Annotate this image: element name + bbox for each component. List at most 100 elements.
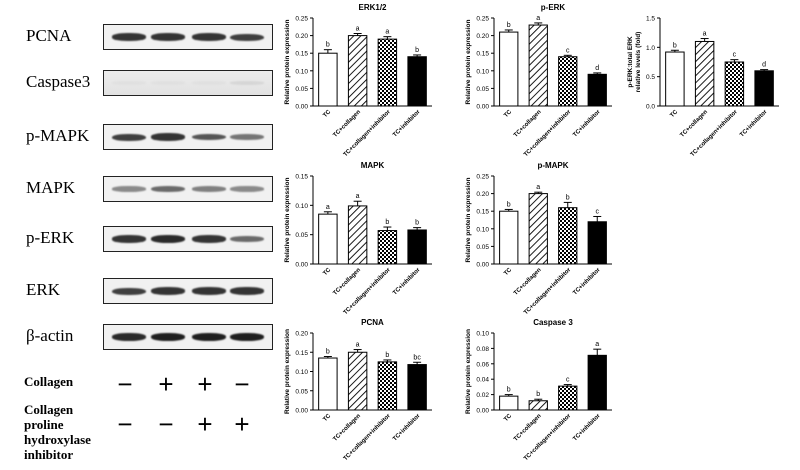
significance-letter: a	[356, 25, 360, 32]
y-tick-label: 0.10	[295, 203, 308, 210]
minus-sign: −	[234, 369, 250, 399]
chart-2: 0.0 0.5 1.0 1.5 p-ERK:total ERK relative leve…	[627, 16, 779, 158]
blot-image	[103, 70, 273, 96]
x-tick-label: TC	[322, 109, 332, 119]
chart-5: 0.00 0.05 0.10 0.15 0.20 PCNA Relative protein…	[284, 318, 432, 462]
x-tick-label: TC+collagen	[513, 413, 543, 443]
blot-image	[103, 176, 273, 202]
y-tick-label: 0.02	[476, 392, 489, 399]
bar	[347, 35, 368, 107]
condition-label-line: Collagen	[24, 374, 74, 389]
y-axis-label: relative levels (fold)	[635, 32, 642, 93]
significance-letter: a	[536, 184, 540, 191]
y-axis-label: Relative protein expression	[465, 20, 472, 105]
significance-letter: b	[326, 42, 330, 49]
x-tick-label: TC+collagen	[332, 267, 362, 297]
y-tick-label: 0.00	[295, 262, 308, 269]
bar	[407, 229, 427, 265]
y-tick-label: 0.10	[476, 226, 489, 233]
blot-band	[112, 81, 146, 85]
significance-letter: b	[507, 22, 511, 29]
chart-title: p-ERK	[541, 3, 566, 12]
condition-label-line: Collagen	[24, 402, 74, 417]
bar	[754, 70, 774, 107]
blot-band	[151, 333, 185, 341]
significance-letter: b	[507, 201, 511, 208]
y-tick-label: 0.10	[476, 331, 489, 338]
bar	[587, 354, 607, 411]
blot-band	[112, 186, 146, 192]
y-axis-label: Relative protein expression	[284, 329, 291, 414]
bar	[318, 52, 338, 107]
blot-image	[103, 278, 273, 304]
blot-band	[230, 236, 264, 242]
significance-letter: b	[673, 42, 677, 49]
x-tick-label: TC	[669, 109, 679, 119]
chart-title: MAPK	[361, 161, 385, 170]
y-tick-label: 0.0	[646, 104, 655, 111]
y-tick-label: 0.00	[476, 262, 489, 269]
x-tick-label: TC+collagen	[332, 413, 362, 443]
bar	[558, 56, 578, 107]
significance-letter: a	[595, 341, 599, 348]
blot-label: PCNA	[26, 26, 72, 45]
significance-letter: b	[536, 391, 540, 398]
significance-letter: a	[326, 204, 330, 211]
x-tick-label: TC+inhibitor	[392, 413, 422, 443]
y-tick-label: 0.00	[476, 104, 489, 111]
blot-band	[192, 235, 226, 243]
plus-sign: +	[197, 369, 213, 399]
blot-band	[151, 33, 185, 41]
y-tick-label: 0.10	[476, 68, 489, 75]
significance-letter: a	[703, 31, 707, 38]
blot-band	[192, 33, 226, 41]
significance-letter: a	[356, 193, 360, 200]
bar	[499, 31, 519, 107]
bar	[347, 205, 368, 265]
bar	[407, 364, 427, 411]
y-axis-label: Relative protein expression	[284, 20, 291, 105]
x-tick-label: TC+collagen	[513, 109, 543, 139]
blot-band	[230, 81, 264, 85]
y-tick-label: 1.0	[646, 45, 655, 52]
bar	[347, 351, 368, 411]
bar	[587, 73, 607, 107]
blot-band	[192, 81, 226, 85]
y-tick-label: 0.05	[476, 86, 489, 93]
y-tick-label: 0.00	[295, 104, 308, 111]
plus-sign: +	[197, 409, 213, 439]
x-tick-label: TC+inhibitor	[572, 413, 602, 443]
significance-letter: c	[566, 377, 570, 384]
blot-band	[230, 333, 264, 341]
blot-band	[112, 133, 146, 141]
plus-sign: +	[234, 409, 250, 439]
bar	[499, 395, 519, 411]
y-tick-label: 0.20	[295, 33, 308, 40]
significance-letter: c	[596, 208, 600, 215]
blot-label: ERK	[26, 280, 60, 299]
chart-6: 0.00 0.02 0.04 0.06 0.08 0.10 Caspase 3 Relativ…	[465, 318, 612, 462]
bar	[528, 400, 548, 411]
y-tick-label: 0.05	[295, 388, 308, 395]
y-tick-label: 0.15	[476, 209, 489, 216]
blot-band	[112, 333, 146, 341]
x-tick-label: TC+inhibitor	[739, 109, 769, 139]
y-tick-label: 0.08	[476, 346, 489, 353]
minus-sign: −	[117, 409, 133, 439]
bar	[318, 357, 338, 411]
x-tick-label: TC+collagen	[679, 109, 709, 139]
x-tick-label: TC+collagen	[513, 267, 543, 297]
significance-letter: b	[415, 220, 419, 227]
y-tick-label: 0.10	[295, 369, 308, 376]
y-axis-label: Relative protein expression	[284, 178, 291, 263]
significance-letter: a	[385, 29, 389, 36]
y-tick-label: 0.15	[295, 350, 308, 357]
significance-letter: c	[733, 52, 737, 59]
x-tick-label: TC+inhibitor	[572, 109, 602, 139]
y-tick-label: 0.00	[476, 408, 489, 415]
condition-label: Collagen proline hydroxylase inhibitor	[24, 402, 91, 462]
y-tick-label: 0.25	[295, 16, 308, 23]
significance-letter: a	[356, 342, 360, 349]
y-tick-label: 0.20	[295, 331, 308, 338]
y-tick-label: 0.15	[476, 51, 489, 58]
